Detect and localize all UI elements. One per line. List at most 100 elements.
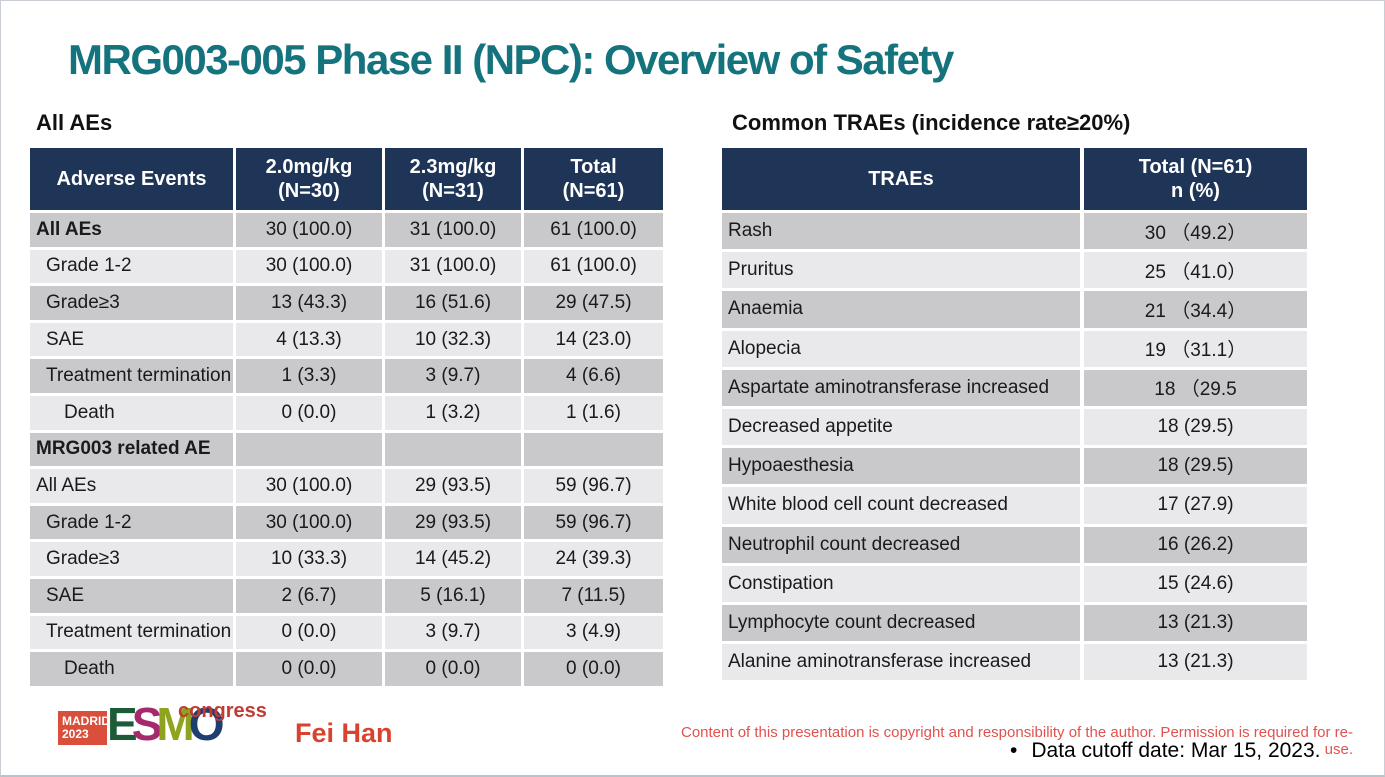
column-header-sublabel: (N=61) <box>562 180 625 202</box>
row-value: 18 (29.5) <box>1084 408 1307 446</box>
traes-table-header: TRAEs Total (N=61) n (%) <box>722 148 1307 210</box>
table-row: MRG003 related AE <box>30 432 663 467</box>
row-label: All AEs <box>30 213 233 247</box>
table-row: All AEs 30 (100.0) 31 (100.0) 61 (100.0) <box>30 213 663 247</box>
data-cutoff-note: • Data cutoff date: Mar 15, 2023. <box>1010 739 1321 763</box>
row-label: Decreased appetite <box>722 408 1080 446</box>
row-label: Aspartate aminotransferase increased <box>722 369 1080 406</box>
row-value: 61 (100.0) <box>524 213 663 247</box>
column-header: Total (N=61) <box>524 148 663 210</box>
row-value: 30 (100.0) <box>236 249 382 284</box>
row-value: 29 (47.5) <box>524 286 663 320</box>
table-row: Death 0 (0.0) 1 (3.2) 1 (1.6) <box>30 395 663 430</box>
row-value: 7 (11.5) <box>524 578 663 613</box>
column-header-label: Total (N=61) <box>1138 156 1253 178</box>
table-row: Treatment termination 0 (0.0) 3 (9.7) 3 (4.… <box>30 615 663 650</box>
row-label: Alopecia <box>722 330 1080 367</box>
row-value: 25 （41.0） <box>1084 252 1307 289</box>
row-value: 31 (100.0) <box>385 249 521 284</box>
row-label: White blood cell count decreased <box>722 487 1080 524</box>
row-value: 3 (9.7) <box>385 615 521 650</box>
column-header: 2.3mg/kg (N=31) <box>385 148 521 210</box>
row-value: 2 (6.7) <box>236 578 382 613</box>
row-value: 19 （31.1） <box>1084 330 1307 367</box>
table-row: SAE 2 (6.7) 5 (16.1) 7 (11.5) <box>30 578 663 613</box>
table-row: Grade 1-2 30 (100.0) 29 (93.5) 59 (96.7) <box>30 505 663 540</box>
traes-table-body: Rash 30 （49.2） Pruritus 25 （41.0） Anaemia 21 … <box>722 213 1307 681</box>
congress-label: congress <box>178 700 267 722</box>
row-value <box>385 432 521 467</box>
row-value: 14 (23.0) <box>524 322 663 357</box>
row-value: 13 (21.3) <box>1084 644 1307 681</box>
row-value: 29 (93.5) <box>385 469 521 503</box>
all-aes-table-header: Adverse Events 2.0mg/kg (N=30) 2.3mg/kg … <box>30 148 663 210</box>
row-value: 0 (0.0) <box>524 652 663 686</box>
row-value: 30 (100.0) <box>236 213 382 247</box>
table-row: Treatment termination 1 (3.3) 3 (9.7) 4 (6.… <box>30 359 663 393</box>
table-row: White blood cell count decreased 17 (27.9… <box>722 487 1307 524</box>
column-header: Adverse Events <box>30 148 233 210</box>
column-header-label: 2.3mg/kg <box>409 156 497 178</box>
row-value: 31 (100.0) <box>385 213 521 247</box>
column-header-sublabel: (N=31) <box>422 180 484 202</box>
left-table-title: All AEs <box>36 110 113 135</box>
row-label: Grade≥3 <box>30 286 233 320</box>
table-row: Neutrophil count decreased 16 (26.2) <box>722 526 1307 563</box>
row-value: 59 (96.7) <box>524 505 663 540</box>
row-label: Grade≥3 <box>30 542 233 576</box>
row-label: Grade 1-2 <box>30 505 233 540</box>
row-label: Pruritus <box>722 252 1080 289</box>
row-value: 10 (33.3) <box>236 542 382 576</box>
row-value: 21 （34.4） <box>1084 291 1307 328</box>
table-row: Alanine aminotransferase increased 13 (21… <box>722 644 1307 681</box>
column-header-label: TRAEs <box>868 168 934 190</box>
row-value: 3 (4.9) <box>524 615 663 650</box>
row-label: All AEs <box>30 469 233 503</box>
row-label: Lymphocyte count decreased <box>722 604 1080 642</box>
row-value: 10 (32.3) <box>385 322 521 357</box>
row-value: 1 (1.6) <box>524 395 663 430</box>
table-row: Grade 1-2 30 (100.0) 31 (100.0) 61 (100.0) <box>30 249 663 284</box>
esmo-letters: ESMO <box>107 697 224 751</box>
row-value: 29 (93.5) <box>385 505 521 540</box>
table-row: Hypoaesthesia 18 (29.5) <box>722 448 1307 485</box>
right-table-title: Common TRAEs (incidence rate≥20%) <box>732 110 1131 135</box>
row-value: 13 (43.3) <box>236 286 382 320</box>
column-header-label: Total <box>570 156 617 178</box>
row-label: MRG003 related AE <box>30 432 233 467</box>
esmo-letter: E <box>107 698 138 750</box>
row-value: 30 (100.0) <box>236 469 382 503</box>
column-header-label: 2.0mg/kg <box>265 156 353 178</box>
row-value: 0 (0.0) <box>236 652 382 686</box>
table-row: SAE 4 (13.3) 10 (32.3) 14 (23.0) <box>30 322 663 357</box>
table-row: Pruritus 25 （41.0） <box>722 252 1307 289</box>
row-label: Neutrophil count decreased <box>722 526 1080 563</box>
row-label: Death <box>30 652 233 686</box>
esmo-letter: S <box>131 698 163 750</box>
madrid-label: MADRID <box>62 713 110 728</box>
row-value: 16 (51.6) <box>385 286 521 320</box>
row-value: 18 (29.5) <box>1084 448 1307 485</box>
row-value: 0 (0.0) <box>385 652 521 686</box>
column-header-sublabel: (N=30) <box>278 180 340 202</box>
table-row: Grade≥3 10 (33.3) 14 (45.2) 24 (39.3) <box>30 542 663 576</box>
copyright-notice: Content of this presentation is copyrigh… <box>680 724 1353 758</box>
bullet-point: • <box>1010 739 1018 762</box>
column-header: TRAEs <box>722 148 1080 210</box>
row-value: 15 (24.6) <box>1084 565 1307 602</box>
row-label: Treatment termination <box>30 615 233 650</box>
column-header: Total (N=61) n (%) <box>1084 148 1307 210</box>
row-label: Hypoaesthesia <box>722 448 1080 485</box>
table-row: Death 0 (0.0) 0 (0.0) 0 (0.0) <box>30 652 663 686</box>
row-value: 16 (26.2) <box>1084 526 1307 563</box>
row-value: 1 (3.2) <box>385 395 521 430</box>
year-label: 2023 <box>62 727 89 741</box>
row-label: Constipation <box>722 565 1080 602</box>
table-row: Rash 30 （49.2） <box>722 213 1307 250</box>
page-title: MRG003-005 Phase II (NPC): Overview of S… <box>68 36 954 83</box>
row-value <box>524 432 663 467</box>
esmo-congress-logo: MADRID 2023 ESMO congress <box>58 697 268 762</box>
table-row: Alopecia 19 （31.1） <box>722 330 1307 367</box>
row-label: Grade 1-2 <box>30 249 233 284</box>
